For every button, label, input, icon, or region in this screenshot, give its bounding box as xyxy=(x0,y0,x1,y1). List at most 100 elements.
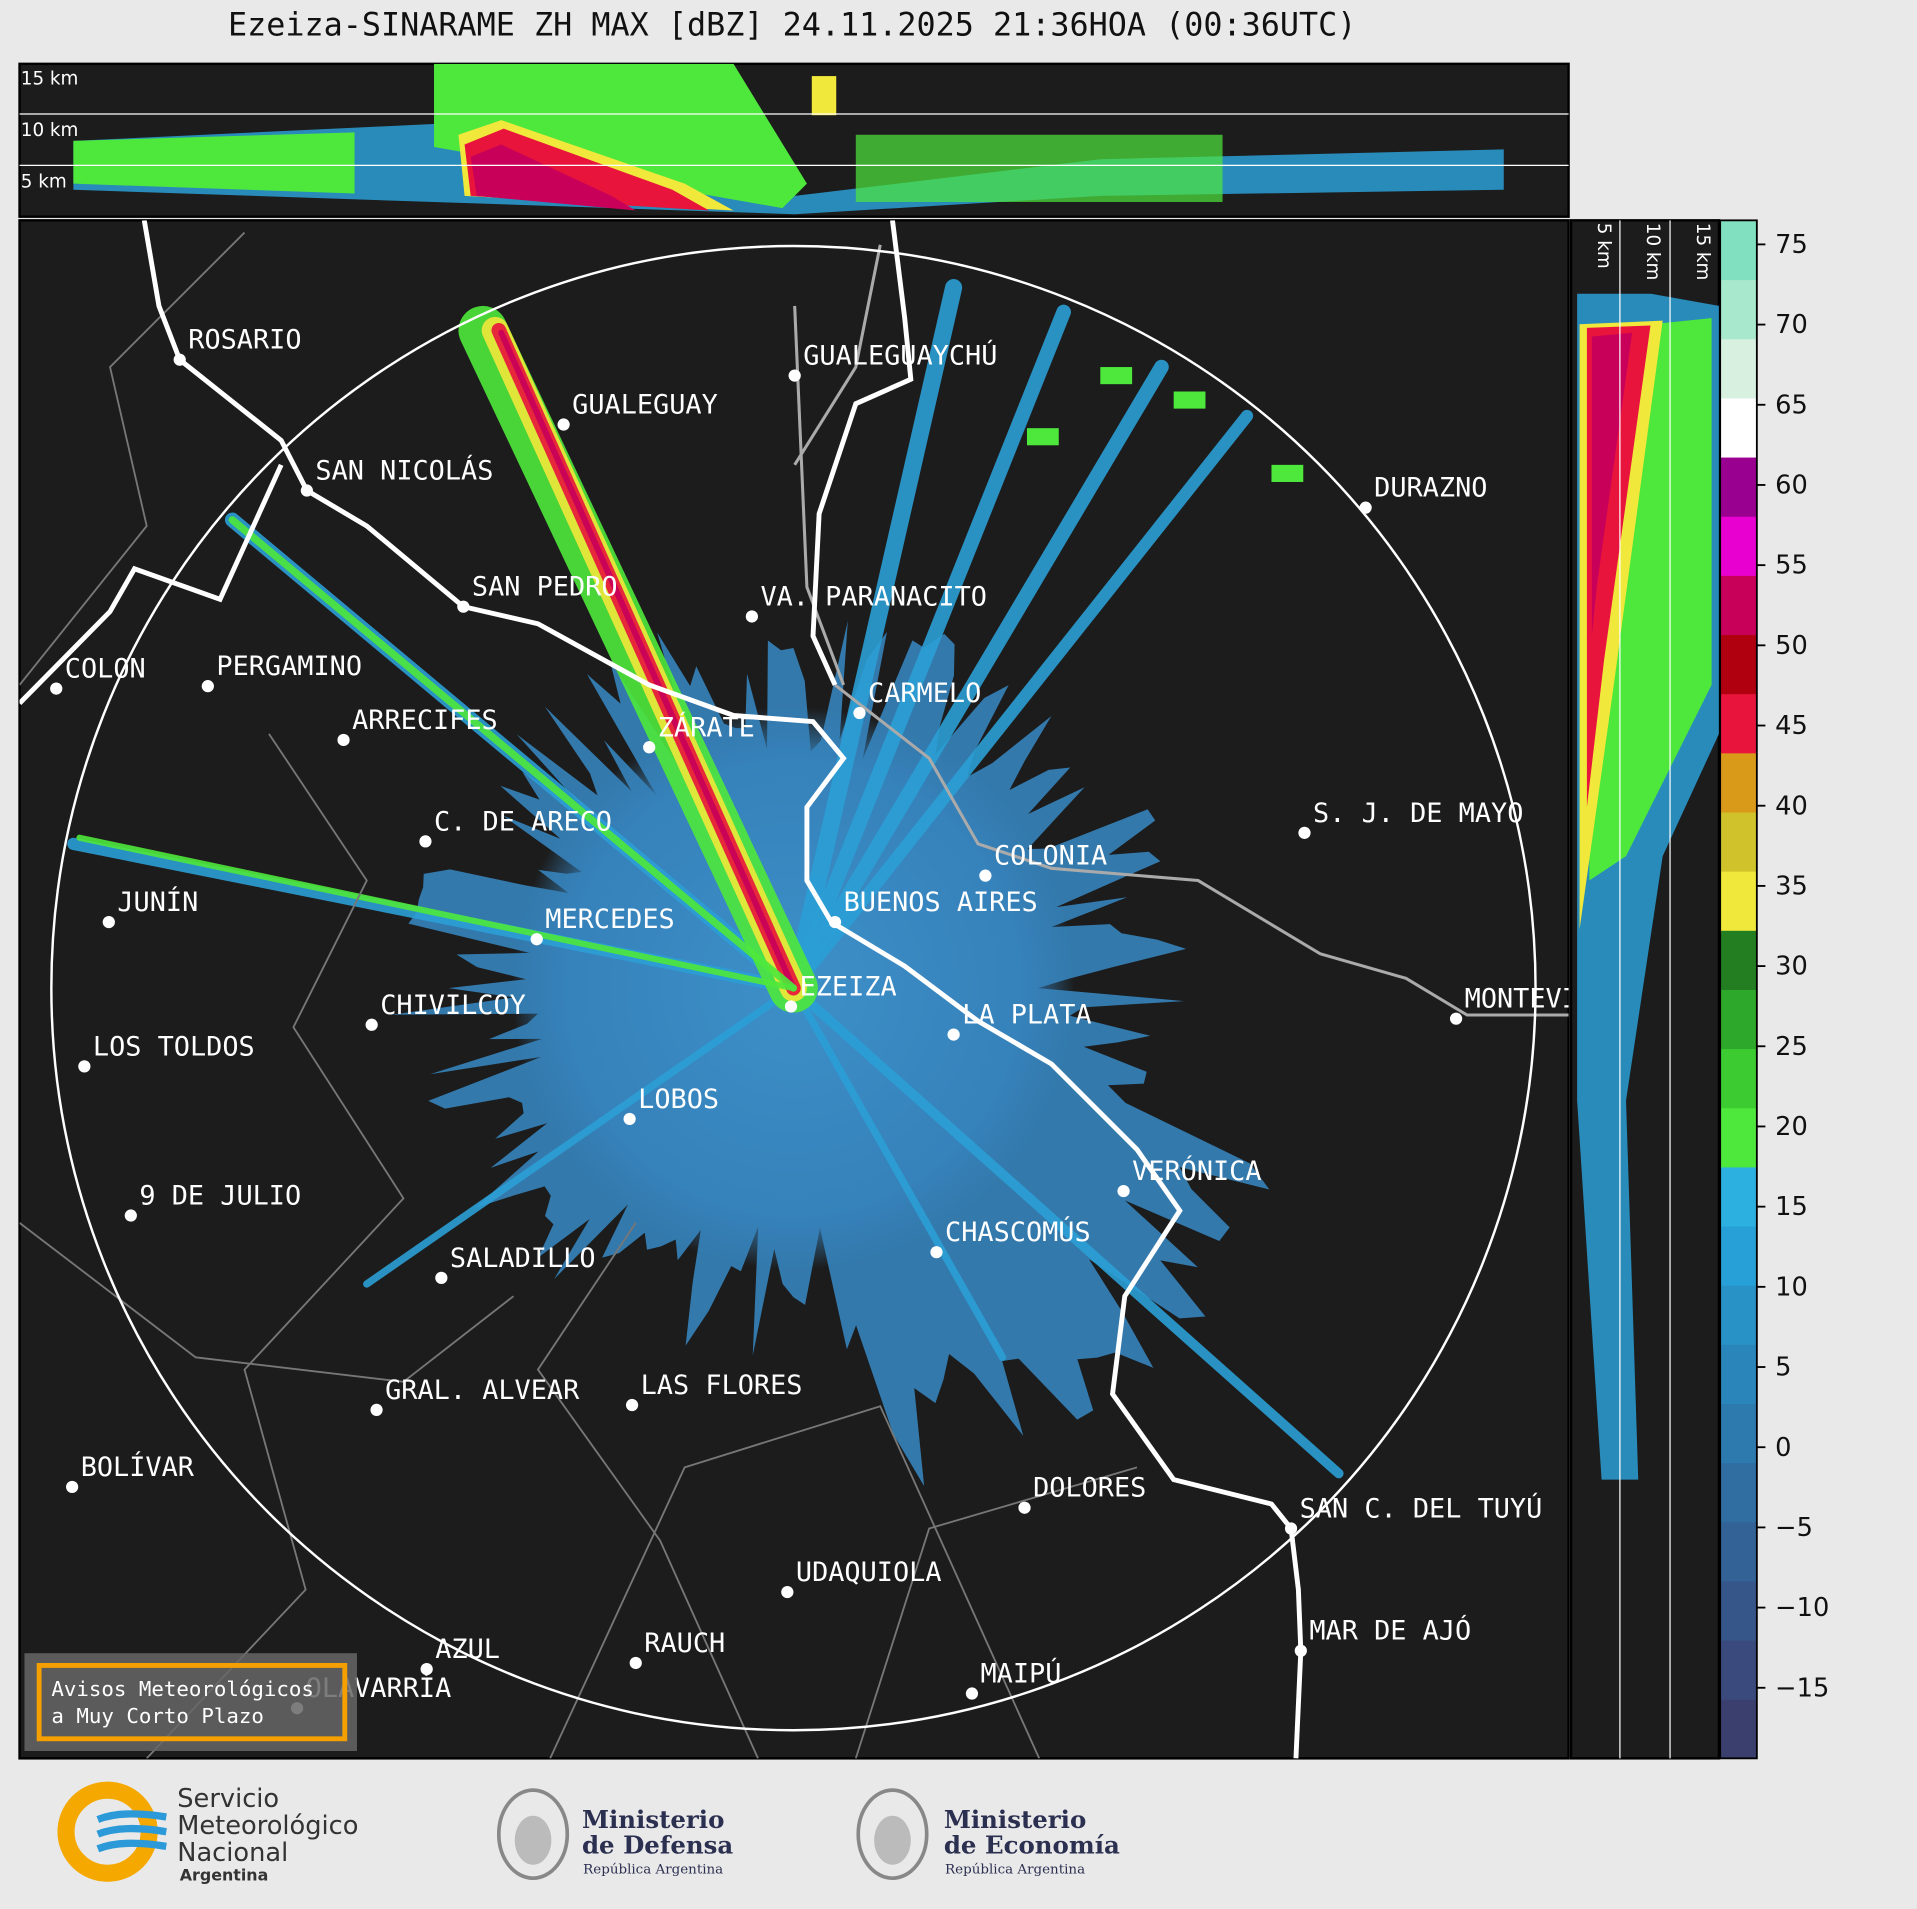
city-label: SAN PEDRO xyxy=(472,572,618,603)
city-dot xyxy=(201,680,214,693)
colorbar-segment xyxy=(1720,634,1757,695)
top-panel-echoes xyxy=(73,63,1504,215)
city-label: GRAL. ALVEAR xyxy=(385,1375,580,1406)
city-dot xyxy=(623,1112,636,1126)
height-label: 5 km xyxy=(1593,223,1614,269)
city-dot xyxy=(1018,1501,1031,1514)
city-dot xyxy=(124,1209,137,1222)
colorbar-segment xyxy=(1720,1462,1757,1523)
colorbar-segment xyxy=(1720,989,1757,1050)
colorbar-tick-label: 0 xyxy=(1775,1433,1791,1463)
city-label: RAUCH xyxy=(644,1628,725,1659)
city-label: UDAQUIOLA xyxy=(796,1557,942,1588)
colorbar-tick-label: 45 xyxy=(1775,711,1808,741)
colorbar-tick-label: 65 xyxy=(1775,390,1808,420)
city-label: MAIPÚ xyxy=(981,1658,1062,1690)
echo-ray xyxy=(363,984,798,1288)
warning-text: Avisos Meteorológicos xyxy=(51,1677,314,1701)
echo-ray xyxy=(498,329,797,992)
colorbar-tick-label: 5 xyxy=(1775,1353,1791,1383)
city-label: GUALEGUAYCHÚ xyxy=(803,340,997,372)
city-dot xyxy=(300,484,313,497)
city-label: JUNÍN xyxy=(117,886,198,918)
colorbar-tick-label: 40 xyxy=(1775,791,1808,821)
logo-text: de Economía xyxy=(944,1831,1120,1860)
colorbar-tick-label: 75 xyxy=(1775,230,1808,260)
city-dot xyxy=(557,418,570,431)
colorbar-segment xyxy=(1720,1048,1757,1109)
logo-text: de Defensa xyxy=(582,1831,733,1860)
logo-text: República Argentina xyxy=(945,1862,1085,1877)
colorbar-segment xyxy=(1720,752,1757,813)
city-label: MAR DE AJÓ xyxy=(1309,1615,1471,1647)
city-label: DURAZNO xyxy=(1374,473,1487,504)
city-label: MERCEDES xyxy=(545,904,674,935)
colorbar-segment xyxy=(1720,279,1757,340)
city-label: 9 DE JULIO xyxy=(139,1181,301,1212)
city-label: LOS TOLDOS xyxy=(93,1031,255,1062)
colorbar-segment xyxy=(1720,397,1757,458)
colorbar-tick-label: −15 xyxy=(1775,1673,1829,1703)
city-dot xyxy=(1359,501,1372,514)
logo-text: Ministerio xyxy=(582,1805,724,1834)
city-label: COLONIA xyxy=(994,841,1107,872)
city-dot xyxy=(1449,1012,1463,1025)
city-label: C. DE ARECO xyxy=(434,806,612,837)
colorbar-segment xyxy=(1720,930,1757,990)
city-label: GUALEGUAY xyxy=(572,390,718,421)
colorbar-frame xyxy=(1719,219,1758,1760)
colorbar-segment xyxy=(1720,1403,1757,1464)
colorbar-tick-label: 55 xyxy=(1775,551,1808,581)
echo-cell xyxy=(1271,464,1304,482)
city-label: SAN C. DEL TUYÚ xyxy=(1300,1492,1543,1524)
echo-cell xyxy=(1173,391,1206,409)
city-label: LAS FLORES xyxy=(641,1370,803,1401)
city-label: BUENOS AIRES xyxy=(844,887,1038,918)
city-dot xyxy=(419,835,432,848)
colorbar-tick-label: 50 xyxy=(1775,631,1808,661)
colorbar-segment xyxy=(1720,1344,1757,1405)
colorbar-tick-label: 20 xyxy=(1775,1112,1808,1142)
logo-economia: Ministerio de Economía República Argenti… xyxy=(856,1788,1120,1880)
city-dot xyxy=(930,1246,943,1259)
height-label: 10 km xyxy=(1642,223,1663,281)
warning-text: a Muy Corto Plazo xyxy=(51,1704,264,1728)
colorbar-segment xyxy=(1720,220,1757,281)
warning-box-border xyxy=(36,1662,348,1742)
city-label: SALADILLO xyxy=(450,1243,596,1274)
colorbar-segment xyxy=(1720,1580,1757,1641)
colorbar-segment xyxy=(1720,693,1757,754)
colorbar-tick-label: 25 xyxy=(1775,1032,1808,1062)
city-label: VA. PARANACITO xyxy=(760,581,987,612)
warning-box xyxy=(24,1653,357,1752)
city-dot xyxy=(788,369,801,382)
city-label: AZUL xyxy=(435,1634,500,1665)
logo-text: Ministerio xyxy=(944,1805,1086,1834)
colorbar-segment xyxy=(1720,338,1757,399)
colorbar-segment xyxy=(1720,575,1757,636)
city-dot xyxy=(1284,1522,1298,1535)
range-ring xyxy=(50,244,1537,1732)
colorbar-tick-label: 35 xyxy=(1775,871,1808,901)
echo-ray xyxy=(784,279,963,997)
city-label: S. J. DE MAYO xyxy=(1313,798,1523,829)
city-label: LOBOS xyxy=(638,1084,719,1115)
city-dot xyxy=(625,1398,639,1412)
city-dot xyxy=(173,353,186,366)
colorbar-segment xyxy=(1720,1285,1757,1345)
map-layer: ROSARIO GUALEGUAYCHÚ GUALEGUAY SAN NICOLÁS D… xyxy=(19,220,1627,1759)
logo-smn: Servicio Meteorológico Nacional Argentin… xyxy=(57,1781,358,1885)
height-label: 15 km xyxy=(21,69,79,90)
city-label: MONTEVIDEO xyxy=(1465,984,1627,1015)
city-dot xyxy=(370,1403,383,1417)
title: Ezeiza-SINARAME ZH MAX [dBZ] 24.11.2025 … xyxy=(228,8,1356,44)
city-label: CARMELO xyxy=(868,678,981,709)
city-label: ARRECIFES xyxy=(352,705,498,736)
city-dot xyxy=(337,733,350,747)
city-dot xyxy=(420,1662,433,1676)
logo-text: Argentina xyxy=(180,1866,269,1885)
echo-cell xyxy=(1100,367,1133,385)
echo-ray xyxy=(786,359,1169,996)
